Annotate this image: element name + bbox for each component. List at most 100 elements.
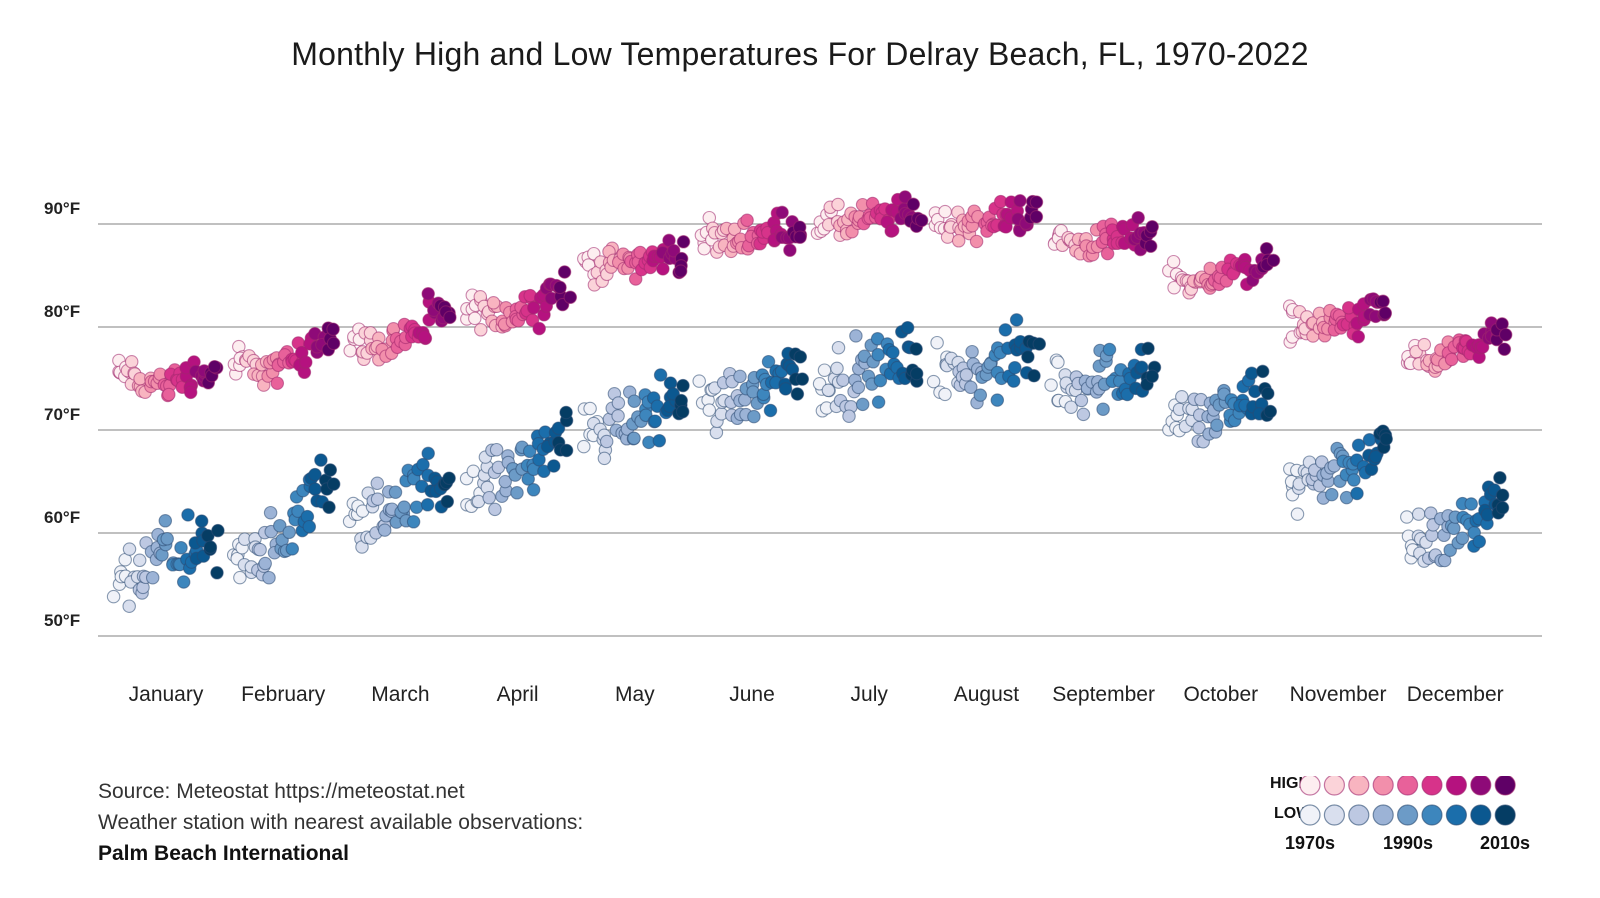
- low-point-may-1970: [577, 439, 591, 454]
- low-point-january-1981: [132, 553, 147, 568]
- high-point-april-2007: [532, 321, 546, 336]
- low-point-june-2013: [778, 382, 793, 396]
- high-point-may-2022: [676, 235, 691, 249]
- low-point-may-2020: [674, 393, 688, 408]
- chart-title: Monthly High and Low Temperatures For De…: [291, 36, 1309, 72]
- low-point-august-1989: [965, 344, 979, 359]
- x-tick-label-july: July: [851, 683, 889, 706]
- station-name: Palm Beach International: [98, 842, 349, 865]
- x-tick-label-september: September: [1052, 683, 1155, 706]
- high-point-september-2021: [1143, 239, 1158, 253]
- legend-low-swatches: [1299, 804, 1516, 826]
- legend-high-swatch-8: [1494, 776, 1516, 796]
- low-point-august-1987: [959, 368, 974, 382]
- high-point-december-1995: [1444, 352, 1459, 367]
- low-point-may-2022: [676, 378, 690, 393]
- legend-high-swatch-6: [1445, 776, 1467, 796]
- low-point-january-2009: [181, 508, 195, 522]
- low-point-april-2022: [559, 405, 573, 420]
- low-point-march-1989: [377, 523, 392, 537]
- x-tick-label-april: April: [497, 683, 539, 706]
- high-point-august-1983: [951, 234, 966, 248]
- low-point-november-1994: [1325, 487, 1339, 502]
- low-point-march-1994: [388, 485, 403, 499]
- low-point-december-2020: [1493, 471, 1507, 485]
- low-point-may-1987: [611, 409, 625, 423]
- high-point-april-2019: [553, 280, 567, 295]
- low-point-october-2022: [1263, 404, 1278, 419]
- low-point-february-2009: [302, 519, 317, 534]
- low-point-february-1991: [263, 505, 278, 520]
- low-point-august-1970: [926, 374, 941, 389]
- high-point-august-2015: [1013, 194, 1027, 208]
- low-point-june-1973: [702, 403, 717, 417]
- x-tick-label-august: August: [954, 683, 1020, 706]
- high-point-may-2017: [666, 243, 681, 258]
- gridlines: [98, 223, 1542, 637]
- low-point-july-2009: [886, 345, 900, 360]
- low-point-december-1990: [1437, 553, 1452, 568]
- legend-low-swatch-3: [1372, 804, 1394, 826]
- low-point-august-2001: [990, 393, 1005, 407]
- high-point-december-1979: [1417, 337, 1432, 352]
- low-point-april-2002: [522, 444, 537, 459]
- low-point-october-1994: [1210, 418, 1224, 432]
- high-point-february-2009: [299, 355, 313, 370]
- low-point-july-1986: [842, 409, 856, 423]
- low-point-june-2022: [793, 350, 808, 364]
- legend-high-swatch-5: [1421, 776, 1443, 796]
- low-point-march-2007: [416, 457, 430, 472]
- low-point-august-2022: [1032, 337, 1047, 351]
- low-point-february-2022: [323, 463, 338, 477]
- low-point-july-1976: [821, 383, 836, 398]
- low-point-august-1988: [964, 380, 978, 395]
- low-point-february-1988: [258, 556, 272, 571]
- high-point-july-1979: [831, 197, 845, 212]
- low-point-august-2011: [1009, 313, 1024, 327]
- legend-high-swatch-2: [1348, 776, 1370, 796]
- legend: HIGH LOW 1970s 1990s 2010s: [1270, 776, 1530, 853]
- high-point-july-2022: [914, 213, 929, 228]
- high-point-september-2022: [1145, 220, 1159, 234]
- low-point-february-2019: [322, 500, 336, 515]
- low-point-july-1978: [830, 361, 844, 376]
- low-point-september-1985: [1074, 393, 1089, 408]
- low-point-december-2007: [1472, 534, 1487, 549]
- source-line: Source: Meteostat https://meteostat.net: [98, 780, 465, 803]
- high-point-march-2009: [417, 329, 431, 344]
- x-tick-label-november: November: [1290, 683, 1387, 706]
- low-point-february-1973: [233, 570, 247, 585]
- low-point-may-1986: [611, 396, 626, 410]
- high-point-january-2010: [183, 385, 198, 400]
- low-point-august-2021: [1027, 369, 1041, 383]
- low-point-september-1973: [1051, 355, 1065, 369]
- high-point-september-2013: [1131, 210, 1145, 225]
- high-point-june-1986: [727, 222, 742, 237]
- low-point-november-2005: [1347, 473, 1361, 487]
- high-point-december-2022: [1497, 342, 1512, 356]
- low-point-august-1973: [938, 387, 952, 402]
- legend-decade-1970s: 1970s: [1285, 833, 1335, 853]
- high-point-june-2022: [793, 230, 807, 244]
- low-point-june-2021: [795, 372, 810, 386]
- high-point-may-1995: [628, 272, 643, 286]
- low-point-march-2004: [406, 515, 421, 529]
- legend-high-swatch-7: [1470, 776, 1492, 796]
- low-point-march-2011: [421, 446, 435, 461]
- legend-low-swatch-6: [1445, 804, 1467, 826]
- low-point-september-2022: [1145, 369, 1159, 384]
- low-point-december-1996: [1447, 521, 1461, 536]
- x-tick-label-may: May: [615, 683, 655, 706]
- low-point-march-2019: [440, 494, 455, 509]
- low-point-july-2022: [909, 366, 924, 381]
- low-point-october-2012: [1244, 366, 1259, 381]
- y-tick-label-80: 80°F: [44, 302, 80, 321]
- low-point-august-2007: [998, 323, 1013, 337]
- low-point-august-2009: [1006, 374, 1021, 388]
- high-point-april-2021: [557, 265, 572, 279]
- legend-high-swatch-0: [1299, 776, 1321, 796]
- high-point-october-1972: [1167, 280, 1181, 295]
- low-point-july-1990: [849, 329, 863, 343]
- x-tick-label-january: January: [129, 683, 204, 706]
- low-point-june-1970: [692, 374, 706, 388]
